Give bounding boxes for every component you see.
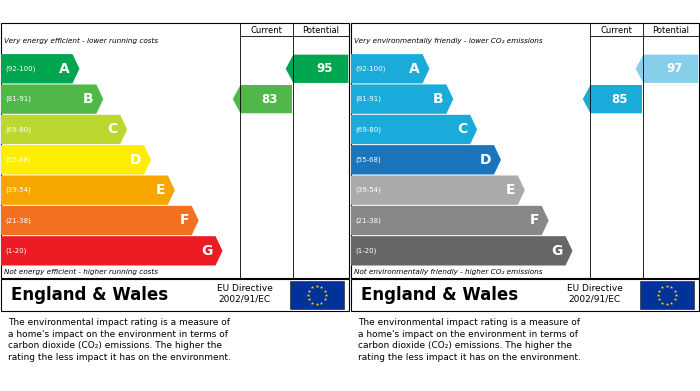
Text: England & Wales: England & Wales (11, 286, 169, 304)
Text: A: A (59, 62, 70, 76)
Polygon shape (1, 54, 80, 83)
Text: Very environmentally friendly - lower CO₂ emissions: Very environmentally friendly - lower CO… (354, 38, 543, 44)
Text: B: B (433, 92, 444, 106)
Polygon shape (1, 206, 199, 235)
Text: Not energy efficient - higher running costs: Not energy efficient - higher running co… (4, 269, 158, 275)
Bar (640, 281, 694, 309)
Text: Not environmentally friendly - higher CO₂ emissions: Not environmentally friendly - higher CO… (354, 269, 543, 275)
Polygon shape (351, 176, 525, 205)
Text: G: G (552, 244, 563, 258)
Polygon shape (636, 55, 699, 83)
Text: Potential: Potential (652, 26, 690, 35)
Text: F: F (529, 213, 539, 228)
Text: 85: 85 (611, 93, 628, 106)
Text: Potential: Potential (302, 26, 340, 35)
Polygon shape (351, 115, 477, 144)
Polygon shape (351, 145, 501, 174)
Text: Current: Current (250, 26, 282, 35)
Bar (290, 281, 344, 309)
Text: EU Directive
2002/91/EC: EU Directive 2002/91/EC (567, 284, 622, 303)
Polygon shape (1, 115, 127, 144)
Polygon shape (1, 176, 175, 205)
Text: Very energy efficient - lower running costs: Very energy efficient - lower running co… (4, 38, 159, 44)
Text: (69-80): (69-80) (5, 126, 32, 133)
Text: (69-80): (69-80) (355, 126, 382, 133)
Text: (21-38): (21-38) (5, 217, 31, 224)
Text: Energy Efficiency Rating: Energy Efficiency Rating (10, 5, 172, 18)
Text: The environmental impact rating is a measure of
a home's impact on the environme: The environmental impact rating is a mea… (358, 318, 581, 362)
Text: (92-100): (92-100) (5, 66, 36, 72)
Polygon shape (286, 55, 349, 83)
Text: 97: 97 (666, 62, 682, 75)
Text: EU Directive
2002/91/EC: EU Directive 2002/91/EC (217, 284, 272, 303)
Text: (39-54): (39-54) (355, 187, 381, 194)
Text: (21-38): (21-38) (355, 217, 381, 224)
Text: E: E (155, 183, 165, 197)
Text: D: D (130, 153, 141, 167)
Text: E: E (505, 183, 515, 197)
Text: Environmental Impact (CO₂) Rating: Environmental Impact (CO₂) Rating (360, 5, 592, 18)
Polygon shape (1, 236, 223, 265)
Text: (39-54): (39-54) (5, 187, 31, 194)
Text: F: F (179, 213, 189, 228)
Text: C: C (107, 122, 118, 136)
Polygon shape (351, 206, 549, 235)
Polygon shape (1, 145, 151, 174)
Polygon shape (351, 84, 454, 114)
Text: Current: Current (600, 26, 632, 35)
Polygon shape (351, 54, 430, 83)
Text: (81-91): (81-91) (355, 96, 382, 102)
Text: (1-20): (1-20) (355, 248, 377, 254)
Text: (55-68): (55-68) (5, 156, 31, 163)
Text: (1-20): (1-20) (5, 248, 27, 254)
Text: England & Wales: England & Wales (361, 286, 519, 304)
Text: 95: 95 (316, 62, 332, 75)
Text: (55-68): (55-68) (355, 156, 381, 163)
Text: A: A (409, 62, 420, 76)
Text: G: G (202, 244, 213, 258)
Polygon shape (233, 85, 292, 113)
Polygon shape (351, 236, 573, 265)
Text: D: D (480, 153, 491, 167)
Text: (92-100): (92-100) (355, 66, 386, 72)
Polygon shape (583, 85, 642, 113)
Text: (81-91): (81-91) (5, 96, 32, 102)
Text: 83: 83 (262, 93, 278, 106)
Text: The environmental impact rating is a measure of
a home's impact on the environme: The environmental impact rating is a mea… (8, 318, 231, 362)
Text: C: C (457, 122, 468, 136)
Polygon shape (1, 84, 104, 114)
Text: B: B (83, 92, 94, 106)
